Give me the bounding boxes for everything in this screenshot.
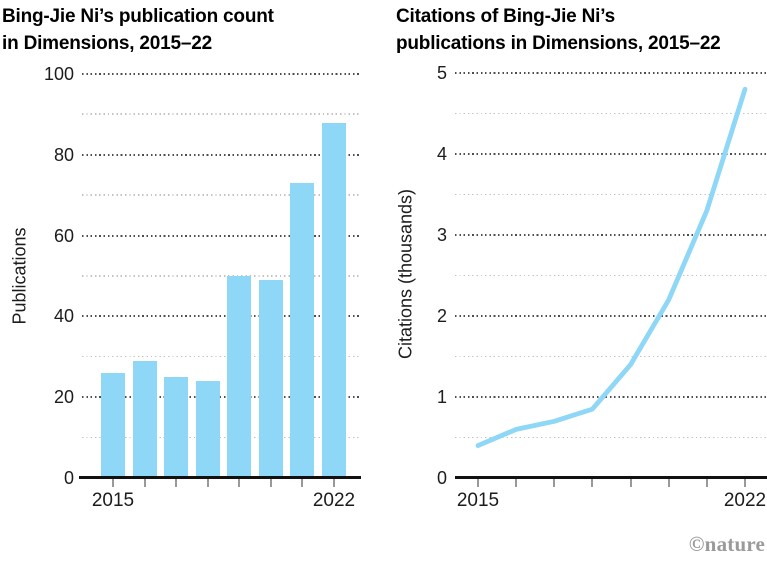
bar-2017 bbox=[164, 377, 189, 478]
gridline-minor bbox=[455, 112, 766, 115]
x-tick-2019 bbox=[629, 479, 632, 487]
citations-line-path bbox=[475, 86, 748, 449]
x-tick-2019 bbox=[238, 479, 241, 487]
x-tick-2018 bbox=[591, 479, 594, 487]
x-tick-2022 bbox=[333, 479, 335, 487]
citations-line-plot bbox=[475, 86, 748, 449]
citations-chart-title: Citations of Bing-Jie Ni’s publications … bbox=[396, 3, 721, 57]
x-tick-label-2022: 2022 bbox=[723, 490, 767, 511]
bar-2015 bbox=[101, 373, 125, 478]
gridline-major bbox=[455, 234, 766, 236]
gridline-minor bbox=[455, 193, 766, 196]
x-tick-2016 bbox=[515, 479, 518, 487]
citations-chart-title-line1: Citations of Bing-Jie Ni’s bbox=[396, 6, 615, 27]
plot-area bbox=[82, 73, 361, 478]
x-tick-label-2015: 2015 bbox=[456, 490, 500, 511]
gridline-minor bbox=[82, 113, 361, 115]
x-tick-2017 bbox=[175, 479, 178, 487]
gridline-minor bbox=[82, 436, 361, 439]
x-tick-2021 bbox=[301, 479, 304, 487]
gridline-major bbox=[455, 315, 766, 317]
y-tick-label-100: 100 bbox=[43, 64, 74, 84]
bar-2020 bbox=[258, 280, 283, 478]
y-tick-label-3: 3 bbox=[436, 225, 447, 245]
x-tick-2022 bbox=[744, 479, 746, 487]
publications-chart-title-line1: Bing-Jie Ni’s publication count bbox=[2, 6, 274, 27]
x-tick-2020 bbox=[269, 479, 272, 487]
gridline-major bbox=[82, 315, 361, 318]
gridline-minor bbox=[82, 275, 361, 277]
gridline-minor bbox=[82, 194, 361, 196]
x-tick-label-2022: 2022 bbox=[312, 490, 356, 511]
y-tick-label-0: 0 bbox=[436, 468, 447, 488]
bar-2016 bbox=[132, 360, 157, 478]
x-tick-2016 bbox=[143, 479, 146, 487]
x-axis-line bbox=[79, 476, 361, 479]
gridline-major bbox=[82, 153, 361, 156]
bar-2018 bbox=[195, 381, 220, 478]
bar-2021 bbox=[290, 183, 315, 478]
x-tick-2015 bbox=[112, 479, 114, 487]
y-tick-label-80: 80 bbox=[53, 144, 74, 165]
nature-logo: ©nature bbox=[688, 532, 765, 556]
x-tick-2017 bbox=[553, 479, 556, 487]
y-tick-label-2: 2 bbox=[436, 306, 447, 326]
x-tick-2018 bbox=[206, 479, 209, 487]
gridline-major bbox=[455, 72, 766, 74]
bar-2019 bbox=[227, 276, 252, 478]
gridline-minor bbox=[455, 274, 766, 277]
gridline-major bbox=[455, 396, 766, 398]
y-tick-label-60: 60 bbox=[53, 225, 74, 246]
y-tick-label-20: 20 bbox=[53, 387, 74, 408]
x-tick-2021 bbox=[705, 479, 708, 487]
gridline-minor bbox=[455, 355, 766, 358]
gridline-major bbox=[82, 73, 361, 75]
x-tick-2015 bbox=[477, 479, 479, 487]
plot-area bbox=[455, 72, 766, 478]
x-tick-label-2015: 2015 bbox=[91, 490, 135, 511]
y-tick-label-1: 1 bbox=[436, 387, 447, 407]
publications-chart-title: Bing-Jie Ni’s publication count in Dimen… bbox=[2, 3, 274, 57]
gridline-minor bbox=[82, 355, 361, 358]
publications-chart-title-line2: in Dimensions, 2015–22 bbox=[2, 33, 212, 54]
gridline-minor bbox=[455, 436, 766, 439]
bar-2022 bbox=[322, 122, 346, 478]
y-tick-label-0: 0 bbox=[63, 468, 74, 488]
y-tick-label-4: 4 bbox=[436, 144, 447, 164]
gridline-major bbox=[82, 396, 361, 399]
x-axis-line bbox=[455, 476, 767, 479]
y-tick-label-5: 5 bbox=[436, 63, 447, 83]
y-tick-label-40: 40 bbox=[53, 306, 74, 327]
gridline-major bbox=[455, 153, 766, 155]
citations-chart-title-line2: publications in Dimensions, 2015–22 bbox=[396, 33, 721, 54]
x-tick-2020 bbox=[667, 479, 670, 487]
gridline-major bbox=[82, 234, 361, 237]
